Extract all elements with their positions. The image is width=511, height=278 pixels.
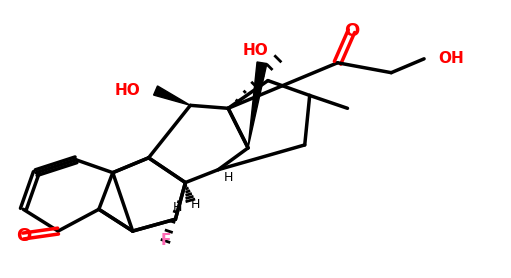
Polygon shape bbox=[248, 62, 267, 148]
Text: H: H bbox=[223, 171, 233, 184]
Text: HO: HO bbox=[115, 83, 141, 98]
Text: HO: HO bbox=[242, 43, 268, 58]
Text: F: F bbox=[160, 234, 171, 249]
Text: H: H bbox=[191, 198, 200, 211]
Text: O: O bbox=[16, 227, 31, 245]
Text: OH: OH bbox=[438, 51, 464, 66]
Text: O: O bbox=[344, 22, 359, 40]
Text: H: H bbox=[173, 201, 182, 214]
Polygon shape bbox=[154, 86, 191, 105]
